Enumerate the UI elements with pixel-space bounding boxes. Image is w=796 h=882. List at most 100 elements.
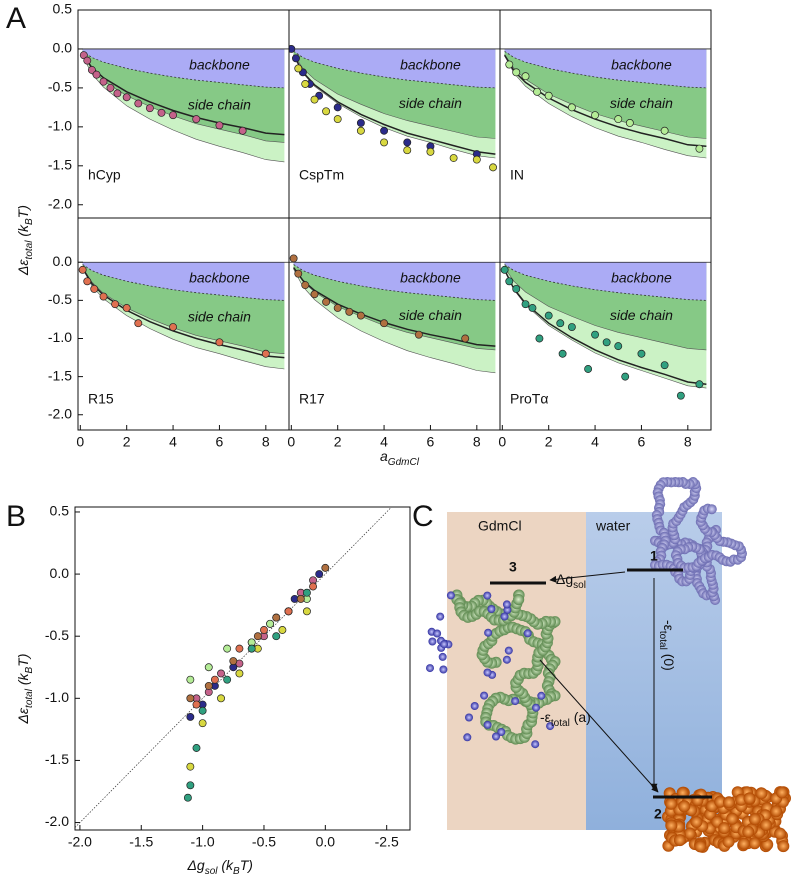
atom [502,600,511,609]
data-point [556,319,565,328]
x-tick-label: -0.5 [252,834,276,850]
x-axis-label-part: Δg [187,857,205,873]
data-point [535,334,544,343]
band [504,262,707,301]
data-point [278,626,287,634]
band-edge [504,264,707,301]
data-point [505,277,514,286]
band [504,48,707,88]
atom [690,815,703,828]
band [82,48,285,88]
atom [770,805,783,818]
data-point [134,99,143,108]
data-point [247,644,256,653]
y-axis-label-part: B [24,666,35,673]
atom [504,646,513,655]
y-tick-label: 0.0 [53,40,73,56]
band-edge [293,50,496,89]
data-point [238,126,247,135]
data-point [113,89,122,98]
atom [537,691,546,700]
y-tick-label: -2.0 [45,813,69,829]
atom [776,786,788,799]
atom [737,837,750,850]
x-tick-label: -1.5 [129,834,153,850]
data-point [544,311,553,320]
frame [74,506,411,831]
data-point [403,138,412,147]
data-point [426,147,435,156]
data-point [215,121,224,130]
data-point [301,80,310,88]
x-tick-label: 0 [287,434,295,450]
data-point [217,694,225,703]
x-tick-label: 0.0 [316,834,336,850]
x-tick-label: 0 [498,434,506,450]
data-point [315,570,324,579]
atom [777,840,790,853]
atom [714,795,727,808]
y-axis-label-part: total [24,688,35,708]
atom [742,825,755,838]
atom [433,629,442,638]
x-axis-label: aGdmCl [380,448,420,468]
band-edge [504,269,707,389]
data-point [544,91,553,100]
atom [718,822,731,835]
atom [683,827,696,840]
band-label: backbone [611,56,672,72]
data-point [505,60,514,69]
band-edge [504,55,707,159]
atom [484,628,493,637]
panel-title: ProTα [510,391,548,407]
data-point [695,144,704,153]
atom [774,827,787,840]
plot-area [289,254,500,374]
x-axis-label-part: GdmCl [388,457,420,468]
data-point [621,372,630,381]
data-point [198,719,207,728]
panel-label: B [6,500,26,533]
data-point [676,391,685,400]
region-label: water [595,518,631,534]
y-axis-label-part: Δε [15,259,31,276]
band-edge [82,50,285,89]
band-label: backbone [611,269,672,285]
data-point [591,111,600,120]
atom [743,792,756,805]
band-edge [293,268,496,374]
data-point [528,304,537,312]
data-point [567,103,576,112]
data-point [186,694,195,703]
y-tick-label: -0.5 [48,79,72,95]
atom [513,594,524,605]
data-point [310,290,319,299]
atom [500,612,509,621]
data-point [83,277,92,286]
band-edge [82,55,285,163]
data-point [122,304,131,312]
data-point [99,292,108,301]
band-label: side chain [610,95,673,111]
data-point [266,619,275,628]
data-point [169,323,178,332]
x-axis-label-part: (k [217,857,234,873]
arrow-label-part: (0) [661,650,677,671]
data-point [183,793,192,802]
plot-area [75,507,393,828]
atom [748,813,761,826]
data-point [229,657,238,665]
atom [483,720,492,729]
band-label: side chain [399,95,462,111]
atom [726,812,739,825]
gdmcl-region [447,512,586,830]
y-tick-label: 0.5 [53,1,73,17]
atom [755,787,768,800]
data-point [660,361,669,370]
data-point [521,72,530,81]
atom [723,796,735,809]
atom [665,797,678,810]
data-point [145,104,154,113]
atom [487,605,496,613]
